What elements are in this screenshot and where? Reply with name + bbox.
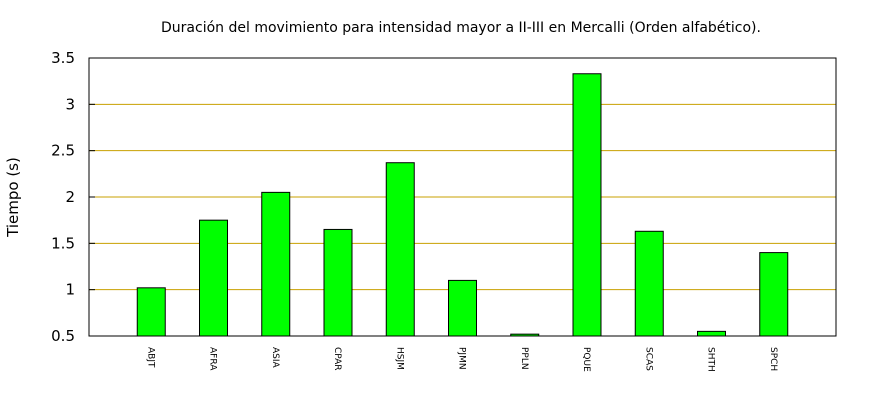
x-tick-label: SPCH — [768, 347, 778, 371]
x-tick-label: PQUE — [581, 347, 591, 372]
bar-afra — [199, 219, 228, 337]
x-tick-label: PJMN — [457, 347, 467, 370]
bar-asia — [261, 191, 291, 337]
bars — [136, 73, 789, 337]
x-ticks: ABJT AFRA ASIA CPAR HSJM PJMN PPLN PQUE SCAS SHTH… — [145, 347, 778, 372]
bar-shth — [697, 330, 726, 337]
chart-title: Duración del movimiento para intensidad … — [161, 20, 761, 36]
x-tick-label: HSJM — [394, 347, 404, 370]
x-tick-label: CPAR — [332, 347, 342, 371]
bar-cpar — [323, 228, 353, 337]
y-tick-label: 3.5 — [51, 49, 75, 67]
bar-pjmn — [448, 279, 477, 337]
x-tick-label: ABJT — [145, 347, 155, 368]
bar-pque — [572, 73, 602, 337]
x-tick-label: ASIA — [270, 347, 280, 369]
bar-hsjm — [385, 162, 415, 337]
y-tick-label: 1 — [65, 281, 75, 299]
y-tick-label: 1.5 — [51, 234, 75, 252]
x-tick-label: SHTH — [706, 347, 716, 372]
x-tick-label: SCAS — [643, 347, 653, 371]
y-tick-label: 2 — [65, 188, 75, 206]
x-tick-label: PPLN — [519, 347, 529, 370]
y-ticks: 0.5 1 1.5 2 2.5 3 3.5 — [51, 49, 95, 345]
y-tick-label: 2.5 — [51, 142, 75, 160]
y-tick-label: 3 — [65, 95, 75, 113]
x-tick-label: AFRA — [208, 347, 218, 371]
y-tick-label: 0.5 — [51, 327, 75, 345]
bar-scas — [634, 230, 664, 337]
bar-abjt — [136, 287, 166, 337]
y-axis-label: Tiempo (s) — [4, 157, 22, 238]
bar-spch — [759, 252, 789, 337]
